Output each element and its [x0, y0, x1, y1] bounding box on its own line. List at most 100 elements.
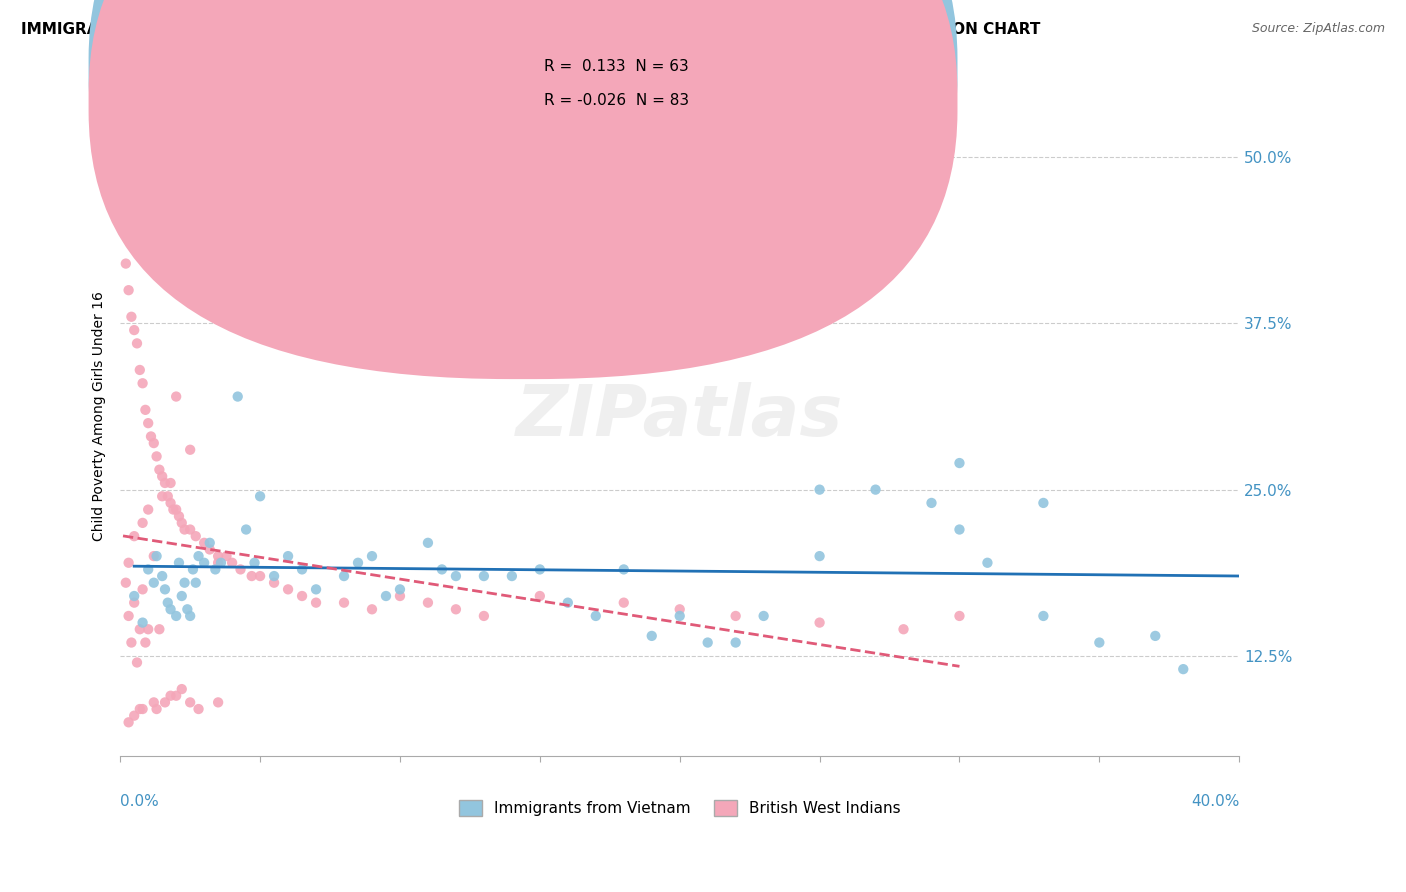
Point	[153, 695, 176, 709]
Point	[641, 629, 664, 643]
Text: Source: ZipAtlas.com: Source: ZipAtlas.com	[1251, 22, 1385, 36]
Point	[529, 589, 551, 603]
Point	[159, 689, 181, 703]
Point	[472, 569, 495, 583]
Point	[150, 569, 173, 583]
Point	[111, 177, 134, 191]
Point	[131, 615, 153, 630]
Point	[808, 615, 831, 630]
Point	[136, 502, 159, 516]
Point	[120, 635, 142, 649]
Point	[291, 589, 314, 603]
Point	[696, 635, 718, 649]
Legend: Immigrants from Vietnam, British West Indians: Immigrants from Vietnam, British West In…	[453, 794, 907, 822]
Point	[921, 496, 943, 510]
Point	[165, 609, 187, 624]
Point	[153, 582, 176, 597]
Text: R = -0.026  N = 83: R = -0.026 N = 83	[544, 94, 689, 108]
Point	[122, 323, 145, 337]
Point	[207, 695, 229, 709]
Point	[668, 609, 690, 624]
Point	[145, 702, 167, 716]
Text: IMMIGRANTS FROM VIETNAM VS BRITISH WEST INDIAN CHILD POVERTY AMONG GIRLS UNDER 1: IMMIGRANTS FROM VIETNAM VS BRITISH WEST …	[21, 22, 1040, 37]
Point	[198, 536, 221, 550]
Point	[215, 549, 238, 563]
Point	[165, 390, 187, 404]
Point	[142, 549, 165, 563]
Point	[142, 575, 165, 590]
Point	[277, 549, 299, 563]
Point	[179, 695, 201, 709]
Point	[170, 589, 193, 603]
Point	[668, 602, 690, 616]
Point	[291, 562, 314, 576]
Point	[148, 463, 170, 477]
Point	[131, 702, 153, 716]
Point	[263, 575, 285, 590]
Text: 0.0%: 0.0%	[121, 795, 159, 809]
Point	[229, 562, 252, 576]
Point	[150, 489, 173, 503]
Point	[128, 702, 150, 716]
Point	[388, 589, 411, 603]
Point	[472, 609, 495, 624]
Point	[128, 363, 150, 377]
Point	[1032, 609, 1054, 624]
Point	[388, 582, 411, 597]
Text: R =  0.133  N = 63: R = 0.133 N = 63	[544, 60, 689, 74]
Point	[361, 549, 384, 563]
Point	[948, 456, 970, 470]
Y-axis label: Child Poverty Among Girls Under 16: Child Poverty Among Girls Under 16	[93, 292, 107, 541]
Point	[416, 596, 439, 610]
Point	[207, 549, 229, 563]
Point	[136, 416, 159, 430]
Point	[148, 622, 170, 636]
Point	[444, 569, 467, 583]
Point	[430, 562, 453, 576]
Point	[181, 562, 204, 576]
Point	[125, 656, 148, 670]
Point	[187, 549, 209, 563]
Point	[128, 622, 150, 636]
Point	[170, 682, 193, 697]
Point	[120, 310, 142, 324]
Point	[150, 469, 173, 483]
Point	[193, 536, 215, 550]
Point	[117, 715, 139, 730]
Point	[159, 496, 181, 510]
Point	[724, 635, 747, 649]
Point	[305, 582, 328, 597]
Point	[976, 556, 998, 570]
Point	[167, 509, 190, 524]
Point	[277, 582, 299, 597]
Point	[156, 489, 179, 503]
Point	[167, 556, 190, 570]
Text: ZIPatlas: ZIPatlas	[516, 382, 844, 451]
Point	[170, 516, 193, 530]
Point	[333, 596, 356, 610]
Point	[125, 336, 148, 351]
Point	[865, 483, 887, 497]
Point	[179, 523, 201, 537]
Point	[145, 549, 167, 563]
Point	[122, 708, 145, 723]
Point	[226, 390, 249, 404]
Point	[948, 609, 970, 624]
Point	[263, 569, 285, 583]
Point	[893, 622, 915, 636]
Point	[221, 310, 243, 324]
Point	[184, 575, 207, 590]
Point	[156, 596, 179, 610]
Point	[207, 556, 229, 570]
Point	[724, 609, 747, 624]
Point	[808, 549, 831, 563]
Point	[153, 475, 176, 490]
Point	[752, 609, 775, 624]
Point	[142, 436, 165, 450]
Point	[240, 569, 263, 583]
Point	[948, 523, 970, 537]
Point	[585, 609, 607, 624]
Point	[243, 556, 266, 570]
Point	[198, 542, 221, 557]
Point	[529, 562, 551, 576]
